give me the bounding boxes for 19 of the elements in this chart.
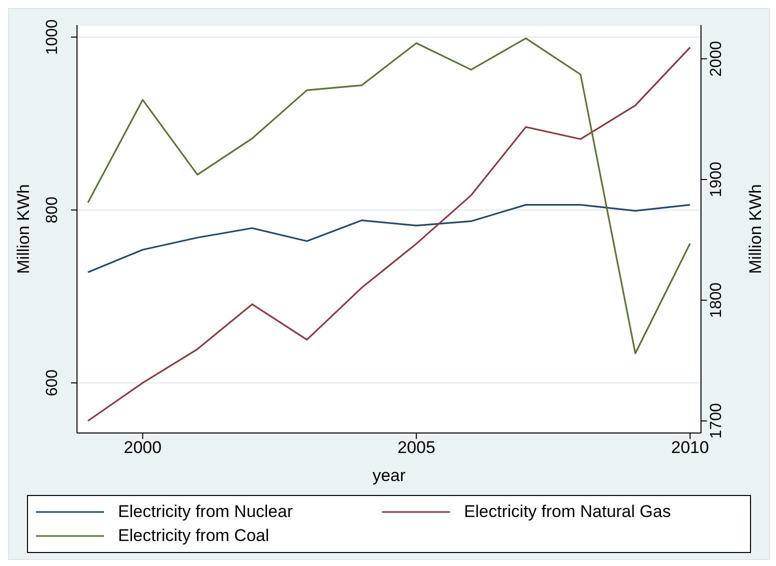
y-tick-label: 800 <box>44 196 61 224</box>
line-series <box>87 204 691 274</box>
y2-tick-label: 1900 <box>708 162 725 198</box>
line-series <box>87 37 691 354</box>
x-tick-label: 2005 <box>397 438 436 458</box>
legend-label: Electricity from Natural Gas <box>464 502 671 522</box>
y-axis-title: Million KWh <box>14 184 34 274</box>
line-series <box>87 46 691 422</box>
legend-label: Electricity from Coal <box>118 526 270 546</box>
y2-tick-label: 1800 <box>708 282 725 318</box>
y-tick-label: 600 <box>44 369 61 396</box>
y-tick-label: 1000 <box>44 19 61 55</box>
x-axis-title: year <box>372 466 406 485</box>
legend-label: Electricity from Nuclear <box>118 502 293 522</box>
x-tick-label: 2010 <box>671 438 709 458</box>
y2-tick-label: 1700 <box>708 403 725 439</box>
x-tick-label: 2000 <box>124 438 162 458</box>
y2-tick-label: 2000 <box>708 40 725 77</box>
y2-axis-title: Million KWh <box>746 184 766 274</box>
